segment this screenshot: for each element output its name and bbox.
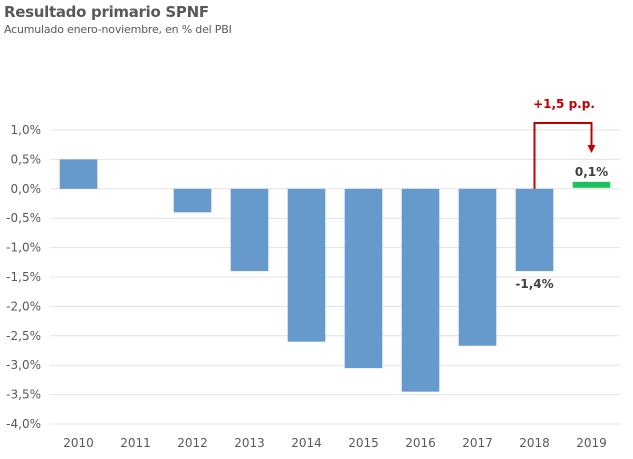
chart-title: Resultado primario SPNF bbox=[4, 3, 209, 21]
y-tick-label: -4,0% bbox=[6, 417, 41, 431]
y-tick-label: -3,0% bbox=[6, 358, 41, 372]
bar-2017 bbox=[458, 188, 497, 346]
data-label-2019: 0,1% bbox=[575, 165, 608, 179]
y-tick-label: -0,5% bbox=[6, 211, 41, 225]
y-tick-label: -1,5% bbox=[6, 270, 41, 284]
y-tick-label: -1,0% bbox=[6, 241, 41, 255]
y-tick-label: -3,5% bbox=[6, 388, 41, 402]
data-label-2018: -1,4% bbox=[515, 277, 553, 291]
bar-2015 bbox=[344, 188, 383, 369]
bar-2016 bbox=[401, 188, 440, 392]
x-tick-label: 2011 bbox=[120, 436, 151, 450]
x-tick-label: 2012 bbox=[177, 436, 208, 450]
bar-2014 bbox=[287, 188, 326, 342]
x-tick-label: 2018 bbox=[519, 436, 550, 450]
bar-2018 bbox=[515, 188, 554, 272]
y-tick-label: -2,5% bbox=[6, 329, 41, 343]
y-tick-label: 0,0% bbox=[11, 182, 42, 196]
y-tick-label: 0,5% bbox=[11, 152, 42, 166]
x-tick-label: 2019 bbox=[576, 436, 607, 450]
x-tick-label: 2010 bbox=[63, 436, 94, 450]
x-tick-label: 2015 bbox=[348, 436, 379, 450]
bar-2010 bbox=[59, 159, 98, 189]
annotation-label: +1,5 p.p. bbox=[533, 97, 595, 111]
x-tick-label: 2016 bbox=[405, 436, 436, 450]
x-tick-label: 2017 bbox=[462, 436, 493, 450]
bar-2013 bbox=[230, 188, 269, 272]
chart-subtitle: Acumulado enero-noviembre, en % del PBI bbox=[4, 23, 232, 36]
y-tick-label: 1,0% bbox=[11, 123, 42, 137]
arrow-head-icon bbox=[587, 145, 596, 153]
annotation-arrow-line bbox=[533, 122, 593, 189]
x-tick-label: 2014 bbox=[291, 436, 322, 450]
bar-2012 bbox=[173, 188, 212, 213]
x-tick-label: 2013 bbox=[234, 436, 265, 450]
bar-2019 bbox=[572, 181, 611, 188]
y-tick-label: -2,0% bbox=[6, 299, 41, 313]
